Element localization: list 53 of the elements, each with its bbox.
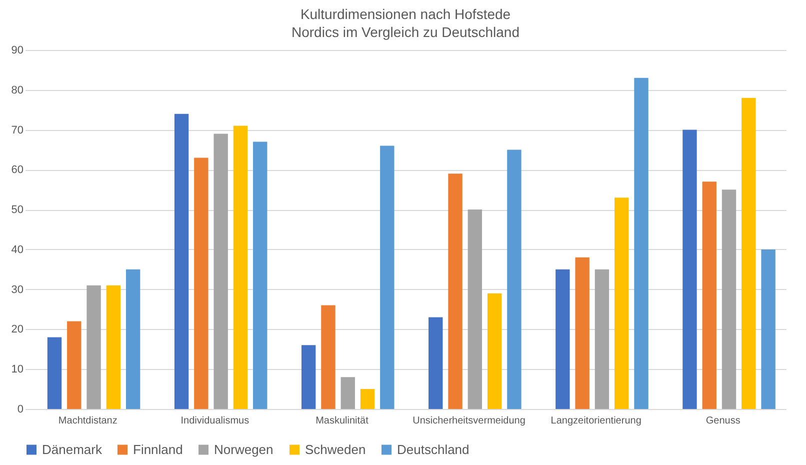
bar (507, 150, 522, 409)
legend-label: Schweden (305, 442, 366, 457)
bar (214, 134, 228, 409)
bar (174, 114, 189, 409)
chart-title: Kulturdimensionen nach Hofstede (300, 6, 511, 22)
y-tick-label: 10 (11, 364, 24, 376)
bar (702, 182, 716, 409)
x-tick-label: Langzeitorientierung (550, 416, 642, 426)
y-tick-label: 0 (17, 404, 24, 416)
bar (468, 210, 482, 409)
bar (682, 130, 697, 409)
bar (360, 389, 375, 409)
bar (575, 257, 590, 409)
bar (742, 98, 756, 409)
bar (253, 142, 268, 409)
x-tick-label: Genuss (706, 416, 740, 426)
bar (380, 146, 394, 409)
bar (634, 78, 648, 409)
y-tick-label: 60 (11, 164, 24, 176)
y-tick-label: 80 (11, 84, 24, 96)
y-tick-label: 40 (11, 244, 24, 256)
x-tick-label: Machtdistanz (58, 416, 118, 426)
chart-subtitle: Nordics im Vergleich zu Deutschland (292, 24, 520, 40)
bar (448, 174, 462, 409)
y-tick-label: 30 (11, 284, 24, 296)
y-tick-label: 20 (11, 324, 24, 336)
legend-label: Deutschland (397, 442, 470, 457)
bar (301, 345, 316, 409)
bar (556, 269, 570, 409)
bar (106, 285, 121, 409)
legend-label: Finnland (133, 442, 183, 457)
bar (321, 305, 336, 409)
bar (594, 269, 610, 409)
bar (487, 293, 502, 409)
bar (428, 317, 443, 409)
x-tick-label: Unsicherheitsvermeidung (412, 416, 526, 426)
bar (194, 158, 208, 409)
legend-label: Norwegen (214, 442, 274, 457)
bar (67, 321, 82, 409)
y-tick-label: 90 (11, 44, 24, 56)
bar (233, 126, 248, 409)
bar (126, 269, 140, 409)
legend-label: Dänemark (42, 442, 102, 457)
y-tick-label: 70 (11, 124, 24, 136)
bar (47, 337, 62, 409)
bar (86, 285, 101, 409)
bar (614, 198, 629, 409)
y-tick-label: 50 (11, 204, 24, 216)
bar (340, 377, 355, 409)
bar (761, 249, 776, 409)
x-tick-label: Maskulinität (316, 416, 369, 426)
x-tick-label: Individualismus (180, 416, 250, 426)
bar (722, 190, 736, 409)
